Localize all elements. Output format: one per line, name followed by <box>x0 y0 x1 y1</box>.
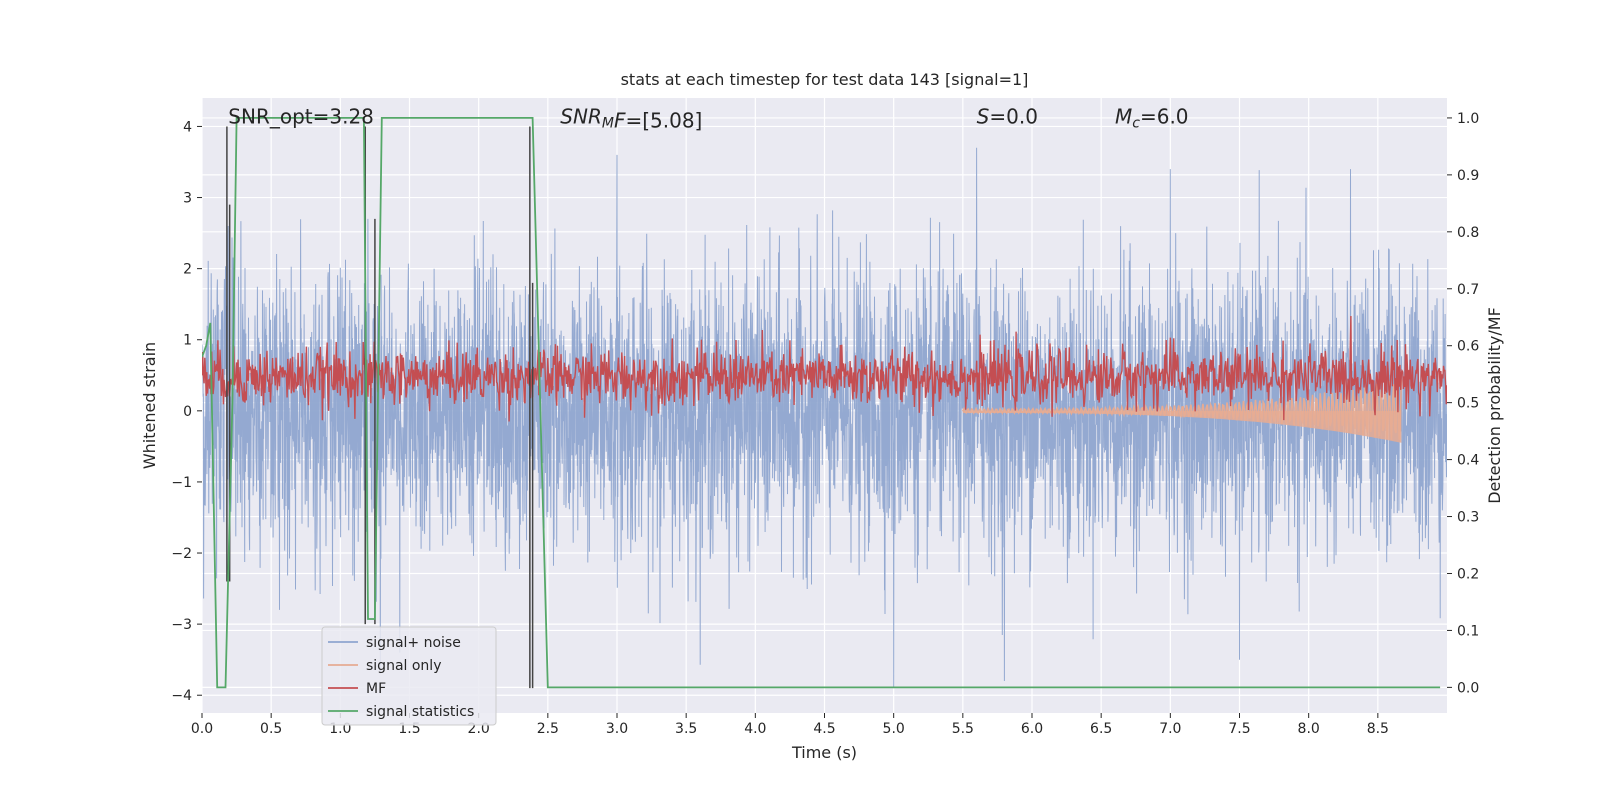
x-tick-label: 3.5 <box>675 721 697 737</box>
annotation-part: M <box>1115 104 1132 128</box>
y-tick-label: −2 <box>171 546 192 562</box>
y2-axis-label: Detection probability/MF <box>1485 307 1504 504</box>
x-tick-label: 4.0 <box>744 721 766 737</box>
y-tick-label: −4 <box>171 688 192 704</box>
legend-label: MF <box>366 681 386 697</box>
x-tick-label: 4.5 <box>813 721 835 737</box>
annotation-snr-opt: SNR_opt=3.28 <box>228 104 374 128</box>
y-tick-label: 2 <box>183 262 192 278</box>
series-signal-only-envelope <box>962 410 1402 443</box>
y-axis-label: Whitened strain <box>140 342 159 469</box>
y2-tick-label: 1.0 <box>1457 111 1479 127</box>
annotation-part: SNR_opt=3.28 <box>228 104 374 128</box>
legend-label: signal only <box>366 658 441 674</box>
y2-tick-label: 0.2 <box>1457 566 1479 582</box>
series-mf <box>202 315 1447 422</box>
y2-tick-label: 0.9 <box>1457 168 1479 184</box>
y2-tick-label: 0.5 <box>1457 396 1479 412</box>
x-tick-label: 3.0 <box>606 721 628 737</box>
series-signal-statistics <box>202 117 1441 689</box>
annotation-part: M <box>602 115 614 131</box>
y-tick-label: 3 <box>183 191 192 207</box>
legend-label: signal+ noise <box>366 635 461 651</box>
x-tick-label: 7.5 <box>1228 721 1250 737</box>
legend: signal+ noise signal only MF signal statist… <box>321 626 497 726</box>
annotations: SNR_opt=3.28 SNRMF=[5.08] S=0.0 Mc=6.0 <box>228 104 1188 132</box>
x-tick-label: 8.5 <box>1367 721 1389 737</box>
y2-tick-label: 0.4 <box>1457 453 1479 469</box>
y-tick-label: 1 <box>183 333 192 349</box>
annotation-part: F <box>614 108 626 132</box>
x-tick-label: 2.5 <box>537 721 559 737</box>
annotation-s-value: S=0.0 <box>977 104 1038 128</box>
y-tick-label: −1 <box>171 475 192 491</box>
legend-box <box>321 626 497 726</box>
y-tick-label: 4 <box>183 119 192 135</box>
annotation-snr-mf: SNRMF=[5.08] <box>560 104 702 132</box>
annotation-part: =[5.08] <box>625 108 702 132</box>
y2-tick-label: 0.6 <box>1457 339 1479 355</box>
x-tick-label: 8.0 <box>1298 721 1320 737</box>
y2-tick-label: 0.0 <box>1457 680 1479 696</box>
x-tick-label: 0.0 <box>191 721 213 737</box>
series-signal-noise <box>202 147 1447 689</box>
legend-label: signal statistics <box>366 704 474 720</box>
y2-tick-label: 0.7 <box>1457 282 1479 298</box>
annotation-part: SNR <box>560 104 602 128</box>
x-tick-label: 6.5 <box>1090 721 1112 737</box>
annotation-mc-value: Mc=6.0 <box>1115 104 1189 131</box>
annotation-part: =0.0 <box>989 104 1038 128</box>
y-tick-label: 0 <box>183 404 192 420</box>
x-tick-label: 5.5 <box>952 721 974 737</box>
x-tick-label: 7.0 <box>1159 721 1181 737</box>
y-tick-label: −3 <box>171 617 192 633</box>
annotation-part: S <box>977 104 990 128</box>
x-tick-label: 5.0 <box>883 721 905 737</box>
x-tick-label: 6.0 <box>1021 721 1043 737</box>
ticks: 0.0 0.5 1.0 1.5 2.0 2.5 3.0 3.5 4.0 4.5 5.0 5.5 6.0 6… <box>171 111 1479 737</box>
chart-title: stats at each timestep for test data 143… <box>621 70 1029 89</box>
series-layer <box>202 117 1447 689</box>
y2-tick-label: 0.1 <box>1457 623 1479 639</box>
x-axis-label: Time (s) <box>791 743 857 762</box>
y2-tick-label: 0.8 <box>1457 225 1479 241</box>
x-tick-label: 0.5 <box>260 721 282 737</box>
y2-tick-label: 0.3 <box>1457 510 1479 526</box>
annotation-part: =6.0 <box>1140 104 1189 128</box>
annotation-part: c <box>1132 115 1140 131</box>
